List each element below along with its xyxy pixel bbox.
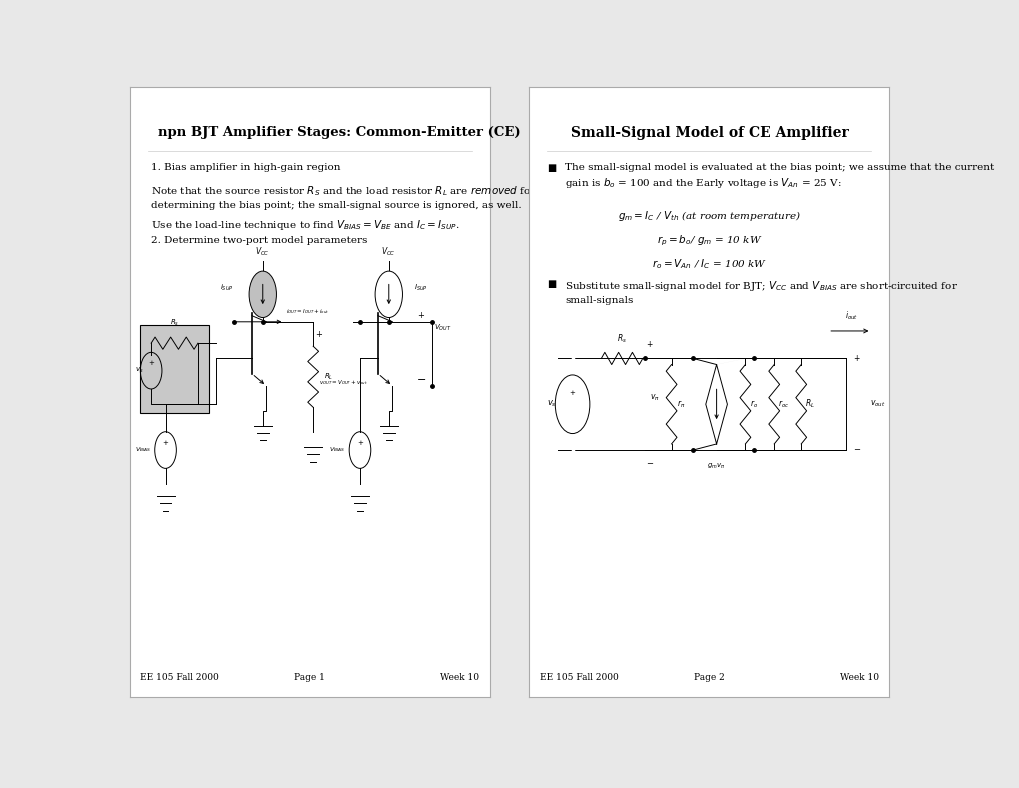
Circle shape bbox=[375, 271, 403, 318]
Text: $g_m v_\pi$: $g_m v_\pi$ bbox=[706, 463, 726, 471]
Text: 2. Determine two-port model parameters: 2. Determine two-port model parameters bbox=[151, 236, 367, 245]
Text: −: − bbox=[416, 375, 426, 385]
Text: $R_s$: $R_s$ bbox=[616, 333, 627, 345]
Text: $V_{BIAS}$: $V_{BIAS}$ bbox=[329, 445, 345, 455]
Text: Note that the source resistor $R_S$ and the load resistor $R_L$ are $\it{removed: Note that the source resistor $R_S$ and … bbox=[151, 184, 536, 210]
Text: EE 105 Fall 2000: EE 105 Fall 2000 bbox=[540, 673, 619, 682]
Text: Use the load-line technique to find $V_{BIAS} = V_{BE}$ and $I_C = I_{SUP}$.: Use the load-line technique to find $V_{… bbox=[151, 218, 460, 232]
Text: +: + bbox=[357, 440, 363, 446]
Text: Substitute small-signal model for BJT; $V_{CC}$ and $V_{BIAS}$ are short-circuit: Substitute small-signal model for BJT; $… bbox=[565, 279, 958, 305]
Text: Small-Signal Model of CE Amplifier: Small-Signal Model of CE Amplifier bbox=[570, 126, 848, 140]
Text: +: + bbox=[853, 354, 859, 363]
Text: $r_\pi$: $r_\pi$ bbox=[677, 399, 685, 410]
Text: The small-signal model is evaluated at the bias point; we assume that the curren: The small-signal model is evaluated at t… bbox=[565, 163, 994, 190]
Text: Week 10: Week 10 bbox=[839, 673, 877, 682]
Text: $v_s$: $v_s$ bbox=[547, 399, 556, 410]
Text: +: + bbox=[646, 340, 652, 349]
Text: +: + bbox=[162, 440, 168, 446]
Text: $r_{oc}$: $r_{oc}$ bbox=[777, 399, 789, 410]
Text: $V_{BIAS}$: $V_{BIAS}$ bbox=[135, 445, 151, 455]
Text: Week 10: Week 10 bbox=[439, 673, 478, 682]
Text: +: + bbox=[569, 389, 575, 396]
Text: $r_p = b_o$/ $g_m$ = 10 kW: $r_p = b_o$/ $g_m$ = 10 kW bbox=[656, 233, 761, 247]
Text: $i_{out}$: $i_{out}$ bbox=[845, 310, 857, 322]
Text: +: + bbox=[417, 311, 424, 320]
Text: −: − bbox=[853, 445, 860, 455]
Text: 1. Bias amplifier in high-gain region: 1. Bias amplifier in high-gain region bbox=[151, 163, 340, 172]
Text: $v_s$: $v_s$ bbox=[136, 366, 144, 375]
Text: $I_{SUP}$: $I_{SUP}$ bbox=[414, 283, 427, 293]
Text: +: + bbox=[148, 360, 154, 366]
Text: npn BJT Amplifier Stages: Common-Emitter (CE): npn BJT Amplifier Stages: Common-Emitter… bbox=[158, 126, 521, 139]
Text: $V_{CC}$: $V_{CC}$ bbox=[381, 245, 395, 258]
Text: ■: ■ bbox=[547, 279, 556, 289]
Text: $R_s$: $R_s$ bbox=[170, 318, 179, 328]
Text: Page 1: Page 1 bbox=[293, 673, 325, 682]
Text: $i_{SUP}$: $i_{SUP}$ bbox=[219, 283, 233, 293]
Text: $r_o = V_{An}$ / $I_C$ = 100 kW: $r_o = V_{An}$ / $I_C$ = 100 kW bbox=[651, 258, 766, 272]
Text: $R_L$: $R_L$ bbox=[324, 372, 333, 382]
Circle shape bbox=[249, 271, 276, 318]
Text: +: + bbox=[315, 329, 322, 339]
Text: $V_{OUT}$: $V_{OUT}$ bbox=[433, 323, 450, 333]
Text: ■: ■ bbox=[547, 163, 556, 173]
Text: $v_{out}$: $v_{out}$ bbox=[869, 399, 884, 410]
Text: $v_\pi$: $v_\pi$ bbox=[649, 393, 659, 403]
Text: $g_m = I_C$ / $V_{th}$ (at room temperature): $g_m = I_C$ / $V_{th}$ (at room temperat… bbox=[618, 209, 800, 223]
Text: $r_o$: $r_o$ bbox=[749, 399, 757, 410]
Text: $R_L$: $R_L$ bbox=[804, 398, 814, 411]
Text: $i_{OUT}=I_{OUT}+i_{out}$: $i_{OUT}=I_{OUT}+i_{out}$ bbox=[286, 307, 329, 316]
Text: $v_{OUT}=V_{OUT}+v_{out}$: $v_{OUT}=V_{OUT}+v_{out}$ bbox=[318, 378, 367, 388]
FancyBboxPatch shape bbox=[141, 325, 209, 414]
Text: Page 2: Page 2 bbox=[693, 673, 725, 682]
Text: EE 105 Fall 2000: EE 105 Fall 2000 bbox=[141, 673, 219, 682]
Text: $V_{CC}$: $V_{CC}$ bbox=[255, 245, 270, 258]
Text: −: − bbox=[646, 459, 653, 468]
